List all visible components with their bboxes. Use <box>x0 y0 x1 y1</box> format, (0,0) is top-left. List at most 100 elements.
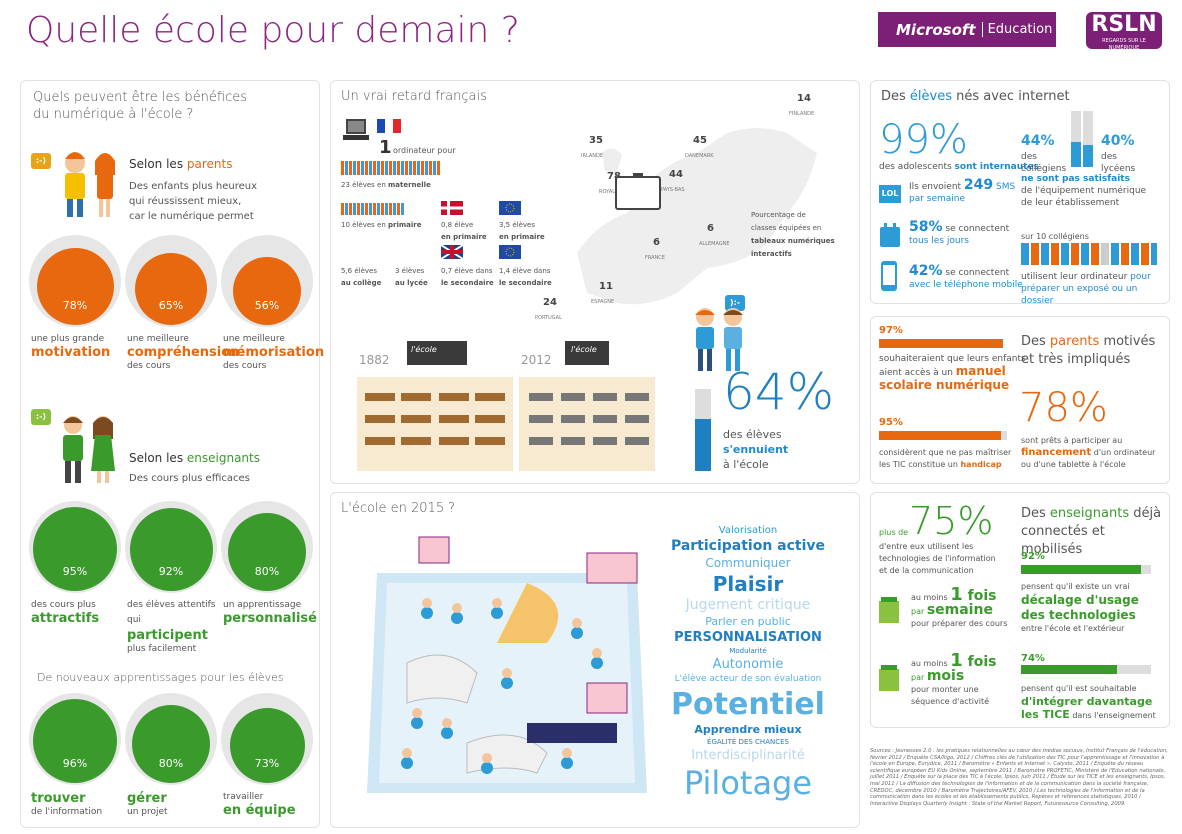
enseignants-title: Des enseignants déjà connectés et mobilis… <box>1021 506 1162 557</box>
stat-circle <box>233 257 301 325</box>
p95-value: 95% <box>879 417 903 428</box>
p44-value: 44% <box>1021 133 1055 149</box>
eu-secondary-text: 1,4 élève dans le secondaire <box>499 267 552 287</box>
retard-title: Un vrai retard français <box>341 89 487 104</box>
smile-bubble-icon: :-) <box>31 409 51 425</box>
bored-percentage: 64% <box>723 363 835 421</box>
new-learning-title: De nouveaux apprentissages pour les élèv… <box>37 671 284 684</box>
p97-bar <box>879 339 1003 348</box>
stat-circle <box>33 699 117 783</box>
stat-circle <box>132 705 210 783</box>
map-country: FINLANDE <box>789 111 815 117</box>
retard-panel: Un vrai retard français 1 ordinateur pou… <box>330 80 860 484</box>
classroom-2012-illustration <box>519 341 655 471</box>
lycee-bar <box>1083 145 1093 167</box>
college-bar <box>1071 142 1081 167</box>
lycee-text: 3 élèves au lycée <box>395 267 428 287</box>
teachers-heading: Selon les enseignants <box>129 451 260 465</box>
sources: Sources : Jeunesses 2.0 : les pratiques … <box>870 748 1168 807</box>
ecole2015-panel: L'école en 2015 ? Valorisation Participat… <box>330 492 860 828</box>
map-value: 24 <box>543 297 557 308</box>
ratio-text: ordinateur pour <box>393 146 456 155</box>
flag-eu-icon <box>499 245 521 259</box>
p74-value: 74% <box>1021 653 1045 664</box>
stat-label: un apprentissage personnalisé <box>223 599 319 626</box>
parents-heading: Selon les parents <box>129 157 233 171</box>
p92-text: pensent qu'il existe un vrai décalage d'u… <box>1021 582 1139 633</box>
pupils-row-icon <box>341 161 441 175</box>
map-value: 35 <box>589 135 603 146</box>
p95-bar <box>879 431 1001 440</box>
map-value: 11 <box>599 281 613 292</box>
p74-bar <box>1021 665 1117 674</box>
p95-text: considèrent que ne pas maîtriser les TIC … <box>879 448 1012 469</box>
pupils-row-icon <box>341 203 405 215</box>
rsln-logo: RSLN REGARDS SUR LE NUMÉRIQUE <box>1086 12 1162 51</box>
p99-text: des adolescents sont internautes <box>879 162 1039 172</box>
map-value: 14 <box>797 93 811 104</box>
stat-percentage: 80% <box>254 565 280 578</box>
month-text: au moins 1 fois par mois pour monter une sé… <box>911 650 997 707</box>
stat-label-line: des élèves attentifs <box>127 600 216 610</box>
word-cloud-item: Participation active <box>670 537 826 554</box>
stat-label: une meilleure compréhension des cours <box>127 333 240 372</box>
word-cloud-item: Interdisciplinarité <box>691 748 805 764</box>
stat-label-line: travailler <box>223 792 264 802</box>
stat-percentage: 96% <box>62 757 88 770</box>
stat-label-line: un projet <box>127 807 168 817</box>
ratio-number: 1 <box>379 137 392 158</box>
flag-france-icon <box>377 119 401 133</box>
stat-percentage: 56% <box>254 299 280 312</box>
europe-map <box>577 128 817 305</box>
smile-bubble-icon: :-) <box>31 153 51 169</box>
benefits-panel: Quels peuvent être les bénéfices du numér… <box>20 80 324 828</box>
map-value: 44 <box>669 169 683 180</box>
microsoft-education-logo: Microsoft Education <box>878 12 1056 47</box>
word-cloud-item: Modularité <box>729 647 767 656</box>
uk-secondary-text: 0,7 élève dans le secondaire <box>441 267 494 287</box>
stat-label-line: un apprentissage <box>223 600 302 610</box>
word-cloud-item: Potentiel <box>671 686 825 722</box>
college-bar-bg <box>1071 111 1081 167</box>
teachers-illustration <box>63 416 115 483</box>
stat-label: trouver de l'information <box>31 791 127 818</box>
flag-eu-icon <box>499 201 521 215</box>
stat-label-bold: en équipe <box>223 803 296 818</box>
stat-circle <box>230 708 305 783</box>
denmark-text: 0,8 élève en primaire <box>441 221 487 241</box>
p40-value: 40% <box>1101 133 1135 149</box>
stat-label-bold: trouver <box>31 791 86 806</box>
stat-label-bold: personnalisé <box>223 611 317 626</box>
ecole2015-title: L'école en 2015 ? <box>341 501 456 516</box>
stat-label: travailler en équipe <box>223 791 319 818</box>
stat-percentage: 65% <box>158 299 184 312</box>
stat-circle <box>228 513 306 591</box>
parents-panel: 97% souhaiteraient que leurs enfants aien… <box>870 316 1170 484</box>
stat-label: des élèves attentifs qui participent plus … <box>127 599 223 655</box>
word-cloud-item: L'élève acteur de son évaluation <box>674 674 822 685</box>
stat-label-line: des cours <box>223 361 267 371</box>
map-value: 78 <box>607 171 621 182</box>
word-cloud-item: Pilotage <box>683 764 813 803</box>
eu-primary-text: 3,5 élèves en primaire <box>499 221 545 241</box>
primary-text: 10 élèves en primaire <box>341 221 422 229</box>
stat-label-bold: compréhension <box>127 345 240 360</box>
stat-label: des cours plus attractifs <box>31 599 127 626</box>
stat-label-line: de l'information <box>31 807 103 817</box>
stat-percentage: 80% <box>158 757 184 770</box>
ten-students-icons <box>1021 243 1157 265</box>
p75-text: d'entre eux utilisent les technologies de… <box>879 542 996 575</box>
stat-label-bold: participent <box>127 628 208 643</box>
enseignants-panel: plus de 75% d'entre eux utilisent les tec… <box>870 492 1170 728</box>
flag-uk-icon <box>441 245 463 259</box>
p92-value: 92% <box>1021 551 1045 562</box>
word-cloud-item: PERSONNALISATION <box>674 629 822 645</box>
stat-label-line: qui <box>127 615 141 625</box>
p92-bar <box>1021 565 1141 574</box>
map-value: 45 <box>693 135 707 146</box>
map-value: 6 <box>653 237 660 248</box>
stat-percentage: 78% <box>62 299 88 312</box>
word-cloud-item: Jugement critique <box>685 596 811 613</box>
bored-text: des élèves s'ennuient à l'école <box>723 428 789 471</box>
stat-percentage: 95% <box>62 565 88 578</box>
